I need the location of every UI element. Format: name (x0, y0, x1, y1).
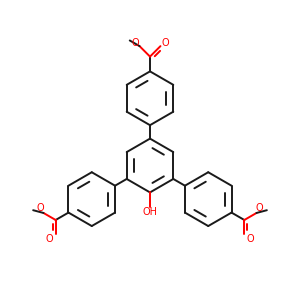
Text: O: O (161, 38, 169, 48)
Text: O: O (46, 234, 53, 244)
Text: O: O (131, 38, 139, 48)
Text: O: O (247, 234, 254, 244)
Text: O: O (37, 203, 44, 213)
Text: OH: OH (142, 207, 158, 218)
Text: O: O (256, 203, 263, 213)
